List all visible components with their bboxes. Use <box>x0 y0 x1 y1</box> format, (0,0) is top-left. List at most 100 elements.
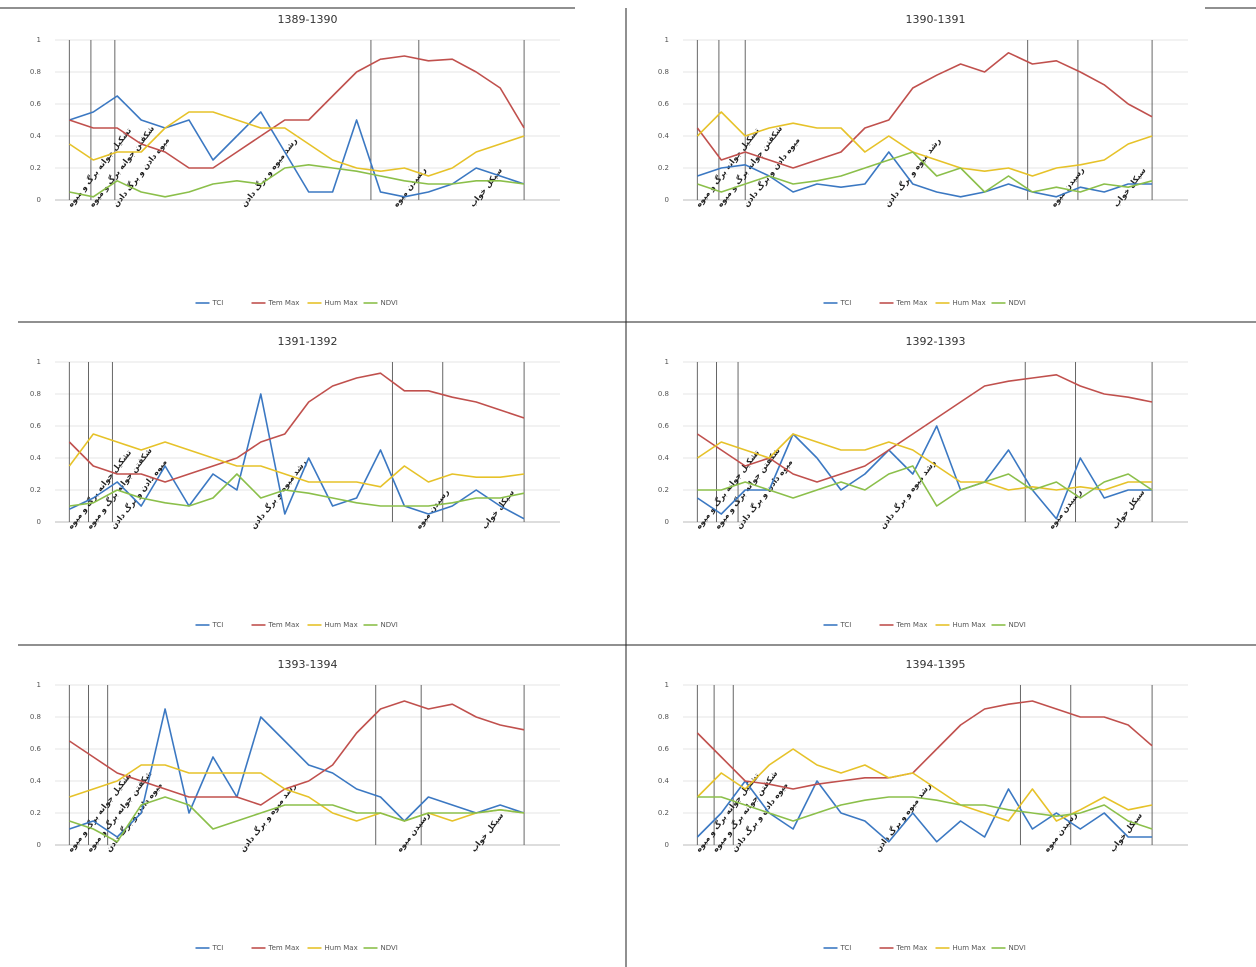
y-tick-label: 0.2 <box>30 809 41 817</box>
series-line <box>69 473 525 507</box>
y-tick-label: 0.6 <box>30 422 42 430</box>
series-line <box>697 796 1153 830</box>
stage-label: سیکل خواب <box>480 488 516 531</box>
y-tick-label: 0.2 <box>658 809 669 817</box>
y-tick-label: 0.6 <box>658 745 670 753</box>
series-line <box>68 700 525 806</box>
stage-label: رشد میوه و برگ دادن <box>873 780 934 854</box>
legend-label: Tem Max <box>268 621 300 629</box>
legend-label: Tem Max <box>896 299 928 307</box>
y-tick-label: 1 <box>37 358 41 366</box>
legend-label: Tem Max <box>268 944 300 952</box>
chart-title: 1393-1394 <box>278 658 338 671</box>
stage-label: رسیدن میوه <box>1047 487 1084 531</box>
chart-title: 1392-1393 <box>906 335 966 348</box>
series-line <box>69 708 525 838</box>
y-tick-label: 0.8 <box>30 68 41 76</box>
legend-label: Hum Max <box>953 944 986 952</box>
y-tick-label: 0 <box>665 841 669 849</box>
series-line <box>68 372 525 483</box>
series-line <box>69 764 525 822</box>
y-tick-label: 0 <box>37 518 41 526</box>
series-line <box>697 465 1153 507</box>
y-tick-label: 1 <box>37 681 41 689</box>
y-tick-label: 0.6 <box>658 100 670 108</box>
legend-label: Hum Max <box>953 299 986 307</box>
legend-label: TCI <box>840 621 852 629</box>
y-tick-label: 0.8 <box>658 390 669 398</box>
y-tick-label: 0 <box>37 196 41 204</box>
stage-label: رسیدن میوه <box>1042 810 1079 854</box>
series-line <box>69 796 525 843</box>
stage-label: سیکل خواب <box>1108 811 1144 854</box>
legend-label: NDVI <box>381 944 398 952</box>
series-line <box>696 111 1153 177</box>
legend-label: Tem Max <box>896 621 928 629</box>
y-tick-label: 0.8 <box>658 713 669 721</box>
legend-label: Hum Max <box>325 621 358 629</box>
series-line <box>697 151 1153 198</box>
chart-title: 1391-1392 <box>278 335 338 348</box>
series-line <box>696 425 1153 520</box>
legend-label: TCI <box>212 944 224 952</box>
series-line <box>696 748 1153 822</box>
stage-label: سیکل خواب <box>468 166 504 209</box>
stage-label: رسیدن میوه <box>391 165 428 209</box>
legend-label: TCI <box>840 944 852 952</box>
y-tick-label: 0.8 <box>30 713 41 721</box>
legend-label: TCI <box>212 621 224 629</box>
y-tick-label: 1 <box>665 36 669 44</box>
legend-label: NDVI <box>1009 944 1026 952</box>
stage-label: رشد میوه و برگ دادن <box>239 135 300 209</box>
y-tick-label: 0 <box>665 518 669 526</box>
y-tick-label: 0.4 <box>30 454 42 462</box>
y-tick-label: 1 <box>665 358 669 366</box>
y-tick-label: 0.8 <box>658 68 669 76</box>
legend-label: NDVI <box>381 299 398 307</box>
legend-label: Hum Max <box>953 621 986 629</box>
y-tick-label: 0.2 <box>658 486 669 494</box>
y-tick-label: 0.2 <box>658 164 669 172</box>
series-line <box>697 151 1153 193</box>
chart-title: 1390-1391 <box>906 13 966 26</box>
series-line <box>69 55 525 169</box>
y-tick-label: 0.4 <box>658 132 670 140</box>
y-tick-label: 0.6 <box>30 745 42 753</box>
y-tick-label: 0.4 <box>658 777 670 785</box>
legend-label: NDVI <box>381 621 398 629</box>
chart-title: 1389-1390 <box>278 13 338 26</box>
y-tick-label: 0 <box>665 196 669 204</box>
y-tick-label: 0 <box>37 841 41 849</box>
series-line <box>696 433 1153 491</box>
legend-label: Tem Max <box>268 299 300 307</box>
y-tick-label: 0.2 <box>30 486 41 494</box>
legend-label: Tem Max <box>896 944 928 952</box>
legend-label: NDVI <box>1009 299 1026 307</box>
y-tick-label: 0.4 <box>30 132 42 140</box>
y-tick-label: 1 <box>37 36 41 44</box>
series-line <box>696 374 1153 483</box>
legend-label: TCI <box>840 299 852 307</box>
legend-label: Hum Max <box>325 299 358 307</box>
series-line <box>68 111 525 177</box>
series-line <box>696 52 1153 169</box>
legend-label: Hum Max <box>325 944 358 952</box>
series-line <box>69 164 525 198</box>
y-tick-label: 0.2 <box>30 164 41 172</box>
legend-label: TCI <box>212 299 224 307</box>
y-tick-label: 0.6 <box>30 100 42 108</box>
y-tick-label: 0.8 <box>30 390 41 398</box>
chart-title: 1394-1395 <box>906 658 966 671</box>
series-line <box>69 95 525 198</box>
legend-label: NDVI <box>1009 621 1026 629</box>
series-line <box>696 780 1153 843</box>
y-tick-label: 0.4 <box>658 454 670 462</box>
y-tick-label: 0.6 <box>658 422 670 430</box>
